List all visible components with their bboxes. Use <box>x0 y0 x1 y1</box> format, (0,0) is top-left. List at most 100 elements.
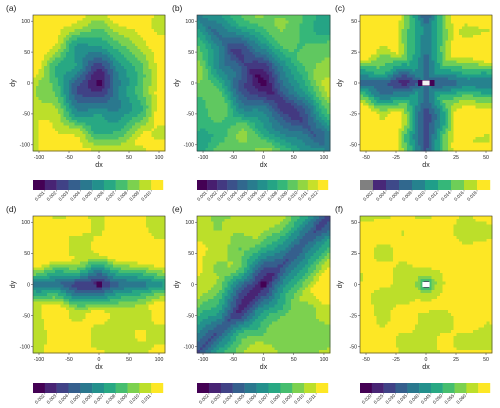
heatmap-cell <box>121 26 125 30</box>
heatmap-cell <box>38 71 42 75</box>
heatmap-cell <box>255 117 259 121</box>
heatmap-cell <box>71 125 75 129</box>
heatmap-cell <box>104 136 108 141</box>
heatmap-cell <box>104 94 108 98</box>
heatmap-cell <box>68 17 72 22</box>
heatmap-cell <box>74 71 78 75</box>
heatmap-cell <box>291 77 295 81</box>
heatmap-cell <box>327 114 331 118</box>
heatmap-cell <box>257 29 262 33</box>
heatmap-cell <box>134 80 138 84</box>
heatmap-cell <box>266 60 270 64</box>
heatmap-cell <box>159 71 163 75</box>
legend-swatch <box>139 180 152 190</box>
heatmap-cell <box>324 68 328 73</box>
heatmap-cell <box>241 57 245 61</box>
heatmap-cell <box>365 148 369 152</box>
heatmap-cell <box>246 49 250 53</box>
heatmap-cell <box>154 83 158 87</box>
heatmap-cell <box>307 111 311 115</box>
heatmap-cell <box>162 15 166 19</box>
heatmap-cell <box>266 71 270 75</box>
heatmap-cell <box>93 49 97 53</box>
heatmap-cell <box>79 136 83 141</box>
heatmap-cell <box>318 131 323 135</box>
heatmap-cell <box>277 20 281 24</box>
heatmap-cell <box>216 34 220 39</box>
heatmap-cell <box>46 119 50 124</box>
heatmap-cell <box>132 139 136 143</box>
heatmap-cell <box>291 49 295 53</box>
heatmap-cell <box>263 63 267 67</box>
heatmap-cell <box>227 15 231 19</box>
heatmap-cell <box>235 119 239 124</box>
heatmap-cell <box>285 136 289 141</box>
heatmap-cell <box>151 145 155 149</box>
heatmap-cell <box>74 134 78 138</box>
heatmap-cell <box>208 60 212 64</box>
heatmap-cell <box>107 145 111 149</box>
heatmap-cell <box>140 105 144 109</box>
heatmap-cell <box>296 105 300 109</box>
heatmap-cell <box>208 37 212 41</box>
heatmap-cell <box>46 71 50 75</box>
heatmap-cell <box>227 94 231 98</box>
heatmap-cell <box>321 136 325 141</box>
heatmap-cell <box>77 43 81 47</box>
heatmap-cell <box>210 26 214 30</box>
heatmap-cell <box>227 88 231 92</box>
heatmap-cell <box>210 54 214 58</box>
heatmap-cell <box>213 34 217 39</box>
heatmap-cell <box>230 15 234 19</box>
heatmap-cell <box>266 111 270 115</box>
heatmap-cell <box>60 122 64 126</box>
heatmap-cell <box>255 68 259 73</box>
heatmap-cell <box>216 51 220 56</box>
heatmap-cell <box>280 145 284 149</box>
heatmap-cell <box>302 26 306 30</box>
heatmap-cell <box>77 77 81 81</box>
heatmap-cell <box>293 142 298 146</box>
heatmap-cell <box>88 117 92 121</box>
heatmap-cell <box>310 136 314 141</box>
heatmap-cell <box>249 17 253 22</box>
heatmap-cell <box>121 77 125 81</box>
heatmap-cell <box>288 136 292 141</box>
heatmap-cell <box>121 134 125 138</box>
heatmap-cell <box>49 20 53 24</box>
heatmap-cell <box>202 85 206 90</box>
heatmap-cell <box>77 80 81 84</box>
heatmap-cell <box>46 97 50 101</box>
heatmap-cell <box>282 125 287 129</box>
heatmap-cell <box>93 77 97 81</box>
heatmap-cell <box>202 32 206 36</box>
heatmap-cell <box>249 114 253 118</box>
heatmap-cell <box>85 105 89 109</box>
heatmap-cell <box>35 88 39 92</box>
heatmap-cell <box>143 80 147 84</box>
heatmap-cell <box>221 26 226 30</box>
legend-tick-label: 0.003 <box>216 190 228 202</box>
heatmap-cell <box>205 105 209 109</box>
heatmap-cell <box>85 111 89 115</box>
heatmap-cell <box>271 117 275 121</box>
heatmap-cell <box>66 43 70 47</box>
heatmap-cell <box>156 80 160 84</box>
heatmap-cell <box>159 77 163 81</box>
heatmap-cell <box>263 66 267 70</box>
y-tick-label: -100 <box>184 143 194 149</box>
legend-tick-label: 0.005 <box>81 190 93 202</box>
heatmap-cell <box>219 117 223 121</box>
heatmap-cell <box>241 94 245 98</box>
heatmap-cell <box>360 88 364 92</box>
heatmap-cell <box>280 43 284 47</box>
heatmap-cell <box>288 74 292 78</box>
heatmap-cell <box>316 94 320 98</box>
heatmap-cell <box>44 122 48 126</box>
heatmap-cell <box>235 15 239 19</box>
heatmap-cell <box>134 66 138 70</box>
heatmap-cell <box>104 63 108 67</box>
heatmap-cell <box>143 71 147 75</box>
heatmap-cell <box>244 111 248 115</box>
heatmap-cell <box>205 97 209 101</box>
